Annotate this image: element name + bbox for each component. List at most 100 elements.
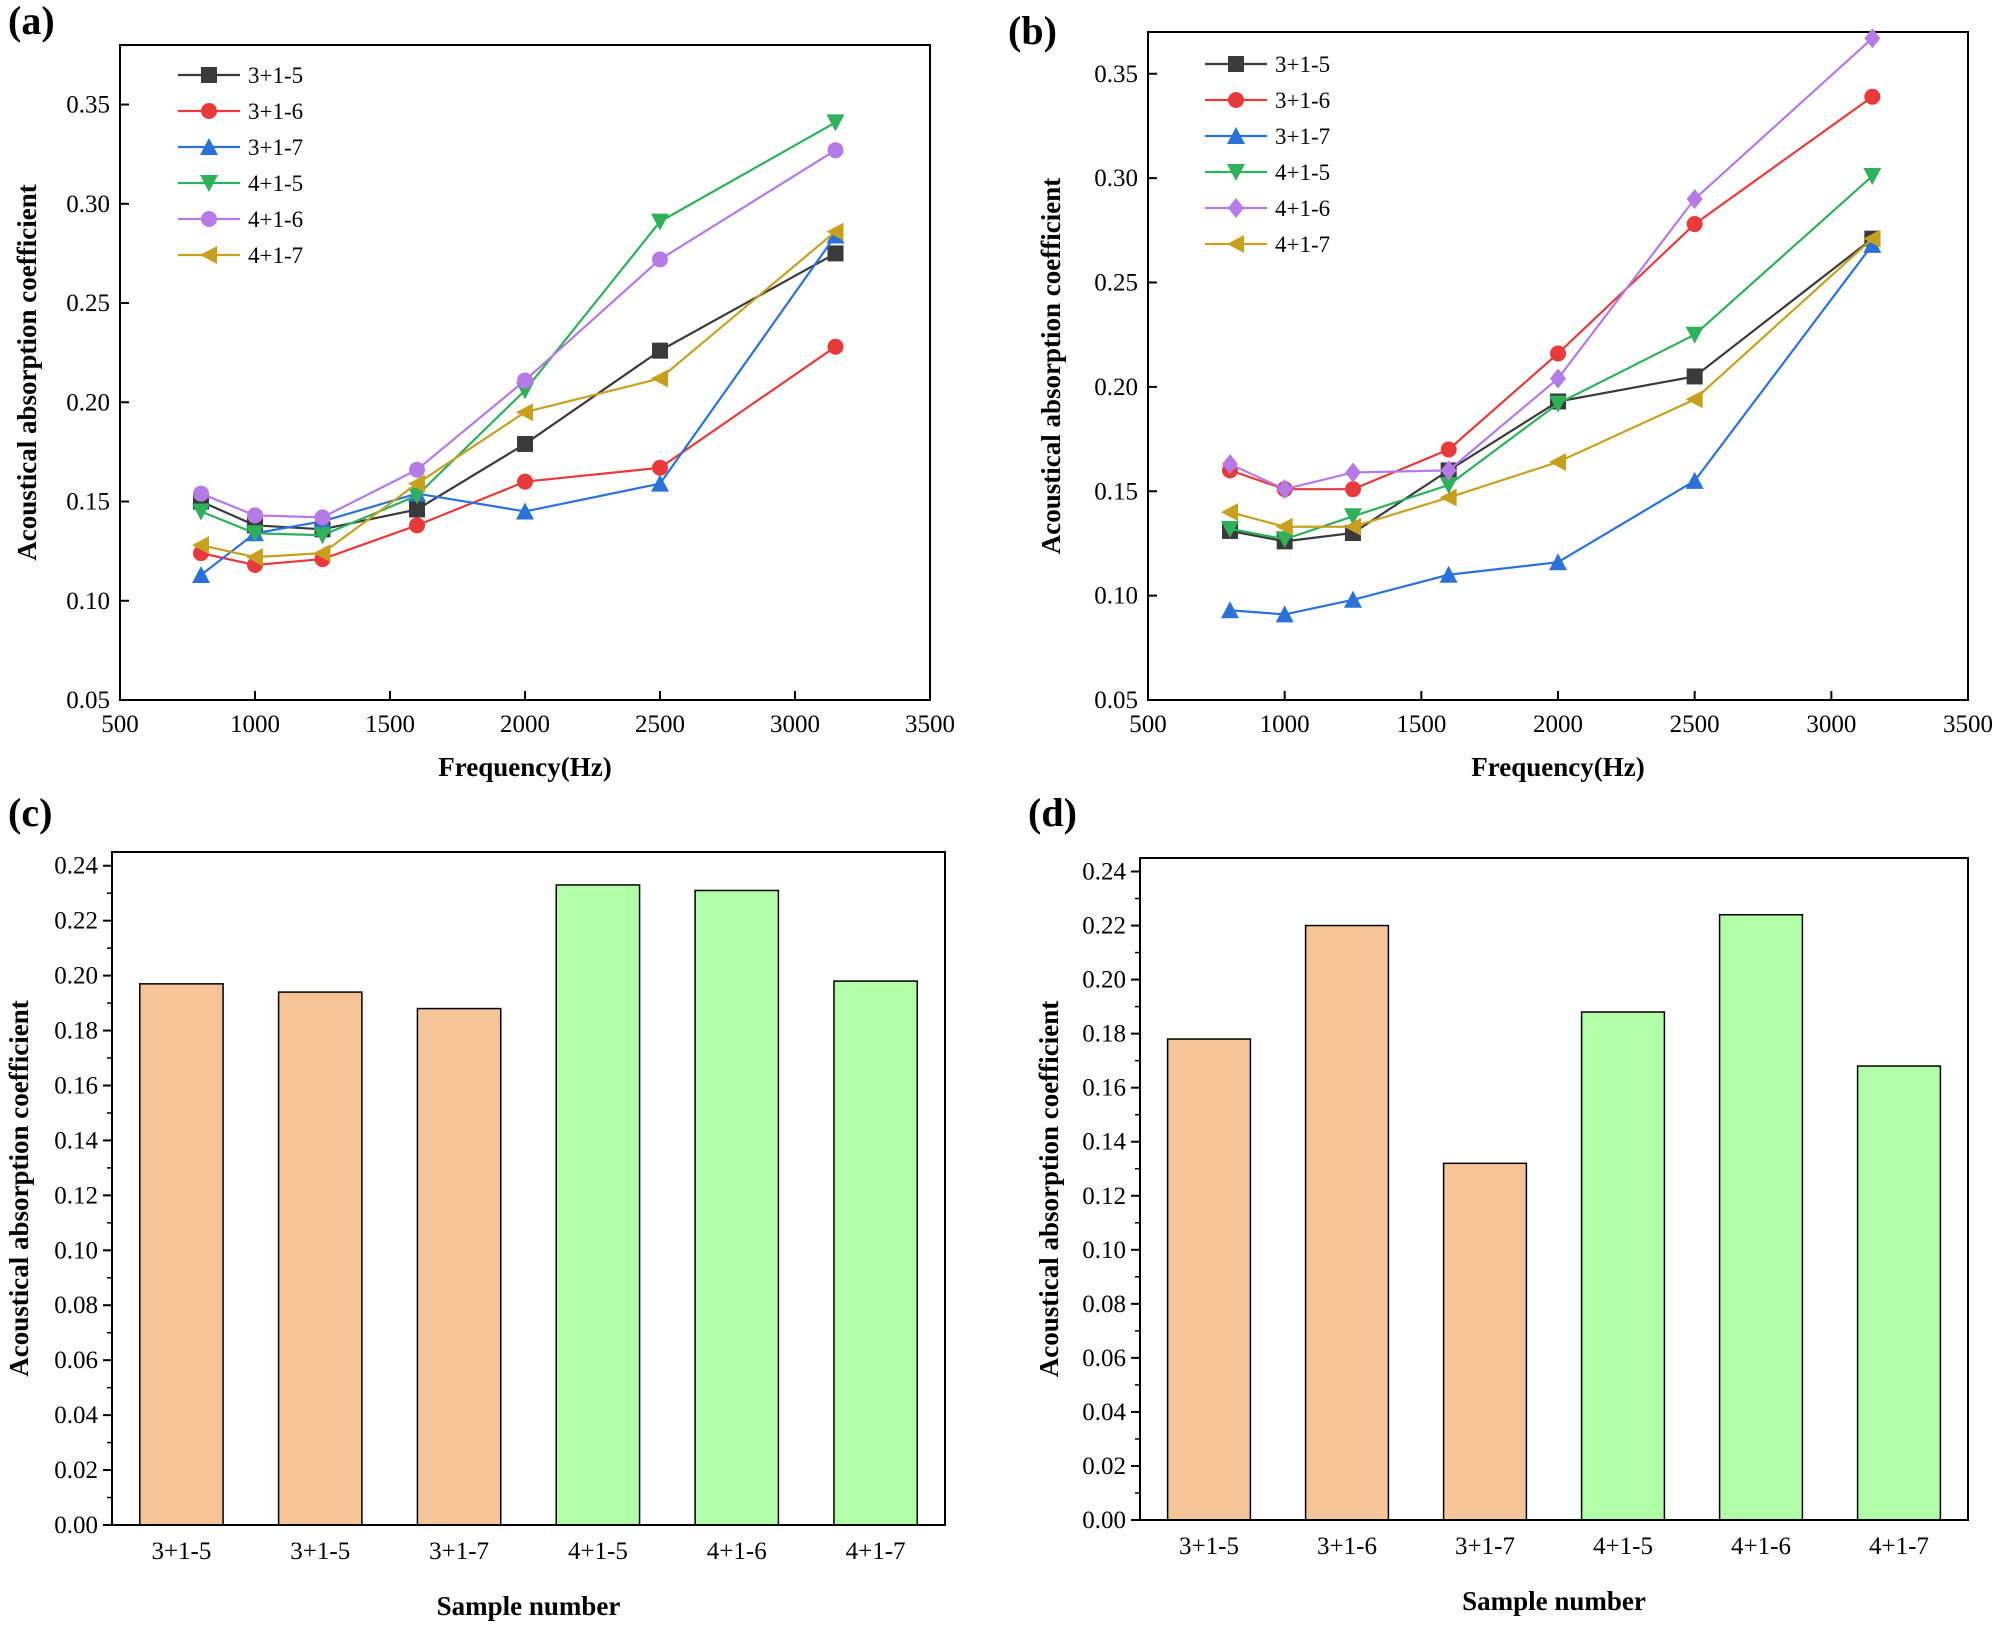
data-point	[408, 487, 426, 505]
data-point	[408, 474, 425, 493]
y-tick-label: 0.06	[54, 1347, 98, 1374]
data-point	[516, 403, 533, 422]
data-point	[313, 527, 332, 545]
y-tick-label: 0.10	[1082, 1237, 1126, 1264]
y-tick-label: 0.20	[1082, 967, 1126, 994]
y-tick-label: 0.16	[54, 1072, 98, 1099]
x-axis-title: Frequency(Hz)	[1471, 752, 1644, 782]
data-point	[1686, 368, 1703, 385]
x-tick-label: 3500	[905, 711, 955, 738]
y-tick-label: 0.04	[1082, 1399, 1126, 1426]
x-tick-label: 3+1-7	[429, 1538, 489, 1565]
y-tick-label: 0.10	[54, 1237, 98, 1264]
x-axis-title: Frequency(Hz)	[438, 752, 611, 782]
series-4+1-7	[192, 222, 844, 567]
y-tick-label: 0.12	[54, 1182, 98, 1209]
panel-label: (a)	[8, 0, 55, 43]
y-tick-label: 0.02	[1082, 1453, 1126, 1480]
legend-label: 3+1-6	[248, 99, 303, 124]
series-3+1-7	[192, 226, 845, 583]
y-tick-label: 0.24	[1082, 859, 1126, 886]
x-tick-label: 1000	[230, 711, 280, 738]
legend-marker	[1228, 198, 1244, 218]
series-line	[1229, 237, 1874, 528]
y-tick-label: 0.15	[66, 489, 110, 516]
data-point	[313, 544, 331, 563]
x-tick-label: 1000	[1260, 711, 1310, 738]
legend-label: 3+1-7	[1275, 124, 1330, 149]
series-3+1-7	[1221, 235, 1882, 623]
x-tick-label: 1500	[365, 711, 415, 738]
bar-3+1-5	[1166, 1038, 1252, 1521]
data-point	[1344, 508, 1362, 526]
x-tick-label: 3+1-5	[290, 1538, 350, 1565]
x-tick-label: 4+1-6	[1731, 1533, 1791, 1560]
data-point	[1549, 453, 1566, 472]
data-point	[246, 548, 263, 567]
data-point	[651, 213, 669, 231]
data-point	[826, 114, 845, 132]
data-point	[1863, 235, 1882, 253]
data-point	[1550, 368, 1566, 389]
legend-marker	[1227, 164, 1245, 181]
bar-3+1-5	[277, 991, 363, 1526]
data-point	[652, 459, 668, 476]
y-tick-label: 0.10	[66, 588, 110, 615]
x-tick-label: 3000	[770, 711, 820, 738]
data-point	[1863, 229, 1881, 248]
legend-marker	[1227, 235, 1244, 253]
data-point	[1549, 553, 1567, 571]
data-point	[1275, 517, 1293, 536]
series-4+1-6	[193, 142, 844, 526]
panel-b: (b) 0.05 0.10 0.15 0.20 0.25 0.30 0.35 500 1000 15…	[1008, 8, 1993, 782]
y-tick-label: 0.20	[1094, 374, 1138, 401]
panel-a: (a) 0.05 0.10 0.15 0.20 0.25 0.30 0.35 500 1000 15…	[8, 0, 955, 782]
y-axis-title: Acoustical absorption coefficient	[1036, 178, 1066, 554]
plot-frame	[1147, 31, 1969, 701]
data-point	[1439, 476, 1458, 494]
data-point	[1345, 481, 1361, 498]
y-tick-label: 0.15	[1094, 478, 1138, 505]
x-tick-label: 3+1-7	[1455, 1533, 1515, 1560]
y-tick-label: 0.35	[1094, 61, 1138, 88]
y-tick-label: 0.18	[1082, 1021, 1126, 1048]
legend-label: 3+1-5	[1275, 52, 1330, 77]
data-point	[1550, 345, 1566, 362]
y-tick-label: 0.12	[1082, 1183, 1126, 1210]
x-tick-label: 4+1-5	[568, 1538, 628, 1565]
bar-3+1-7	[1442, 1162, 1528, 1521]
panel-label: (c)	[8, 790, 52, 835]
data-point	[246, 525, 264, 543]
legend-label: 4+1-7	[248, 243, 303, 268]
data-point	[517, 372, 533, 389]
bar-4+1-6	[694, 889, 780, 1526]
data-point	[409, 461, 425, 478]
data-point	[1221, 601, 1239, 619]
data-point	[1685, 390, 1703, 409]
legend-label: 3+1-6	[1275, 88, 1330, 113]
bar-4+1-6	[1718, 913, 1804, 1521]
legend-marker	[200, 246, 217, 264]
series-line	[1229, 95, 1873, 491]
y-tick-label: 0.14	[1082, 1129, 1126, 1156]
x-axis-title: Sample number	[1462, 1586, 1646, 1616]
series-line	[200, 230, 837, 559]
y-tick-label: 0.20	[66, 389, 110, 416]
data-point	[192, 565, 210, 583]
y-tick-label: 0.20	[54, 963, 98, 990]
legend: 3+1-5 3+1-6 3+1-7 4+1-5 4+1-6 4+1-7	[178, 63, 303, 268]
panel-d: (d) 3+1-5 3+1-6 3+1-7 4+1-5 4+1-6 4+1-7 0.00 0.0…	[1028, 790, 1969, 1616]
y-tick-label: 0.30	[1094, 165, 1138, 192]
y-tick-label: 0.14	[54, 1127, 98, 1154]
legend-label: 4+1-6	[1275, 196, 1330, 221]
bar-4+1-7	[1856, 1065, 1942, 1521]
y-tick-label: 0.05	[1094, 687, 1138, 714]
data-point	[1440, 460, 1457, 481]
y-tick-label: 0.08	[1082, 1291, 1126, 1318]
series-3+1-6	[1222, 88, 1881, 498]
data-point	[409, 501, 425, 518]
plot-frame	[111, 851, 946, 1526]
data-point	[1275, 605, 1294, 623]
x-tick-label: 3500	[1943, 711, 1993, 738]
series-4+1-7	[1221, 229, 1881, 536]
